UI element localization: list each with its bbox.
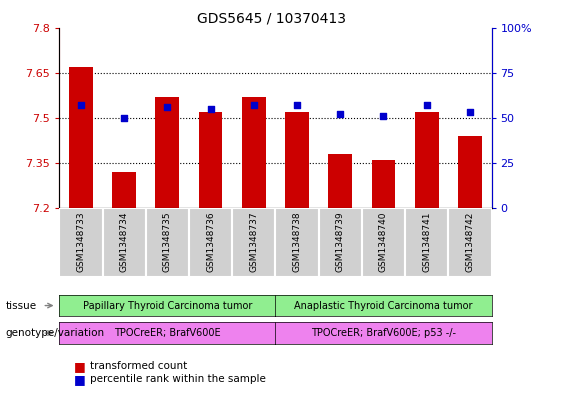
Text: GSM1348742: GSM1348742 xyxy=(466,212,475,272)
Bar xyxy=(415,112,438,208)
Point xyxy=(379,113,388,119)
Text: TPOCreER; BrafV600E: TPOCreER; BrafV600E xyxy=(114,328,221,338)
Text: GSM1348734: GSM1348734 xyxy=(120,212,129,272)
Bar xyxy=(199,112,223,208)
Bar xyxy=(242,97,266,208)
Bar xyxy=(458,136,482,208)
Text: GSM1348733: GSM1348733 xyxy=(76,212,85,272)
Text: TPOCreER; BrafV600E; p53 -/-: TPOCreER; BrafV600E; p53 -/- xyxy=(311,328,456,338)
Text: ■: ■ xyxy=(73,360,85,373)
Text: GSM1348740: GSM1348740 xyxy=(379,212,388,272)
Text: GSM1348737: GSM1348737 xyxy=(249,212,258,272)
Text: percentile rank within the sample: percentile rank within the sample xyxy=(90,374,266,384)
Text: GSM1348738: GSM1348738 xyxy=(293,212,302,272)
Text: genotype/variation: genotype/variation xyxy=(6,328,105,338)
Point xyxy=(422,102,431,108)
Bar xyxy=(319,208,362,277)
Bar xyxy=(189,208,232,277)
Point xyxy=(120,115,129,121)
Text: Anaplastic Thyroid Carcinoma tumor: Anaplastic Thyroid Carcinoma tumor xyxy=(294,301,473,310)
Text: GSM1348741: GSM1348741 xyxy=(422,212,431,272)
Text: GSM1348736: GSM1348736 xyxy=(206,212,215,272)
Bar xyxy=(449,208,492,277)
Point xyxy=(336,111,345,118)
Text: GSM1348735: GSM1348735 xyxy=(163,212,172,272)
Point xyxy=(466,109,475,116)
Bar xyxy=(276,208,319,277)
Text: ■: ■ xyxy=(73,373,85,386)
Bar xyxy=(146,208,189,277)
Bar xyxy=(405,208,449,277)
Bar xyxy=(372,160,396,208)
Point xyxy=(206,106,215,112)
Text: GSM1348739: GSM1348739 xyxy=(336,212,345,272)
Bar xyxy=(69,67,93,208)
Text: GDS5645 / 10370413: GDS5645 / 10370413 xyxy=(197,12,346,26)
Bar xyxy=(232,208,276,277)
Bar xyxy=(155,97,179,208)
Bar xyxy=(59,208,103,277)
Text: transformed count: transformed count xyxy=(90,361,188,371)
Bar xyxy=(285,112,309,208)
Point xyxy=(293,102,302,108)
Bar xyxy=(328,154,352,208)
Point xyxy=(76,102,85,108)
Text: Papillary Thyroid Carcinoma tumor: Papillary Thyroid Carcinoma tumor xyxy=(82,301,252,310)
Text: tissue: tissue xyxy=(6,301,37,310)
Point xyxy=(163,104,172,110)
Point xyxy=(249,102,258,108)
Bar xyxy=(112,172,136,208)
Bar xyxy=(103,208,146,277)
Bar xyxy=(362,208,405,277)
